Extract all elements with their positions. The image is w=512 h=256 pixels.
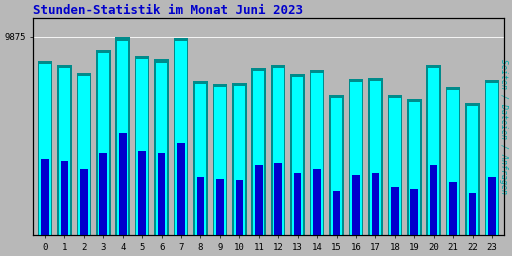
Bar xyxy=(329,95,344,235)
Bar xyxy=(233,86,245,235)
Bar xyxy=(407,99,421,235)
Bar xyxy=(469,193,476,235)
Bar xyxy=(485,80,499,235)
Bar xyxy=(274,163,282,235)
Bar xyxy=(430,165,437,235)
Bar xyxy=(352,175,360,235)
Bar xyxy=(486,83,498,235)
Bar xyxy=(117,41,129,235)
Bar xyxy=(80,169,88,235)
Bar xyxy=(313,169,321,235)
Bar xyxy=(115,37,130,235)
Bar xyxy=(177,143,185,235)
Bar xyxy=(39,63,51,235)
Bar xyxy=(77,72,91,235)
Bar xyxy=(175,41,187,235)
Y-axis label: Seiten / Dateien / Anfragen: Seiten / Dateien / Anfragen xyxy=(499,59,508,194)
Bar xyxy=(350,82,361,235)
Text: Stunden-Statistik im Monat Juni 2023: Stunden-Statistik im Monat Juni 2023 xyxy=(33,4,303,17)
Bar xyxy=(368,78,382,235)
Bar xyxy=(253,71,265,235)
Bar xyxy=(99,153,107,235)
Bar xyxy=(154,59,169,235)
Bar xyxy=(158,153,165,235)
Bar xyxy=(216,179,224,235)
Bar xyxy=(292,77,303,235)
Bar xyxy=(446,87,460,235)
Bar xyxy=(311,72,323,235)
Bar xyxy=(428,68,439,235)
Bar xyxy=(447,90,459,235)
Bar xyxy=(212,84,227,235)
Bar xyxy=(251,68,266,235)
Bar xyxy=(78,76,90,235)
Bar xyxy=(467,106,478,235)
Bar xyxy=(290,73,305,235)
Bar xyxy=(411,189,418,235)
Bar xyxy=(331,98,342,235)
Bar xyxy=(389,98,400,235)
Bar xyxy=(38,60,52,235)
Bar xyxy=(294,173,302,235)
Bar xyxy=(98,54,109,235)
Bar xyxy=(255,165,263,235)
Bar xyxy=(96,50,111,235)
Bar xyxy=(450,182,457,235)
Bar xyxy=(41,159,49,235)
Bar xyxy=(236,180,243,235)
Bar xyxy=(156,62,167,235)
Bar xyxy=(135,57,150,235)
Bar xyxy=(214,87,226,235)
Bar xyxy=(232,83,247,235)
Bar xyxy=(59,68,70,235)
Bar xyxy=(349,79,363,235)
Bar xyxy=(137,59,148,235)
Bar xyxy=(391,187,399,235)
Bar xyxy=(138,151,146,235)
Bar xyxy=(426,65,441,235)
Bar xyxy=(409,102,420,235)
Bar xyxy=(195,84,206,235)
Bar xyxy=(388,95,402,235)
Bar xyxy=(488,177,496,235)
Bar xyxy=(372,173,379,235)
Bar xyxy=(197,177,204,235)
Bar xyxy=(57,65,72,235)
Bar xyxy=(174,38,188,235)
Bar xyxy=(271,65,286,235)
Bar xyxy=(119,133,126,235)
Bar xyxy=(370,81,381,235)
Bar xyxy=(60,161,68,235)
Bar xyxy=(310,70,325,235)
Bar xyxy=(465,103,480,235)
Bar xyxy=(193,81,208,235)
Bar xyxy=(272,68,284,235)
Bar xyxy=(333,191,340,235)
